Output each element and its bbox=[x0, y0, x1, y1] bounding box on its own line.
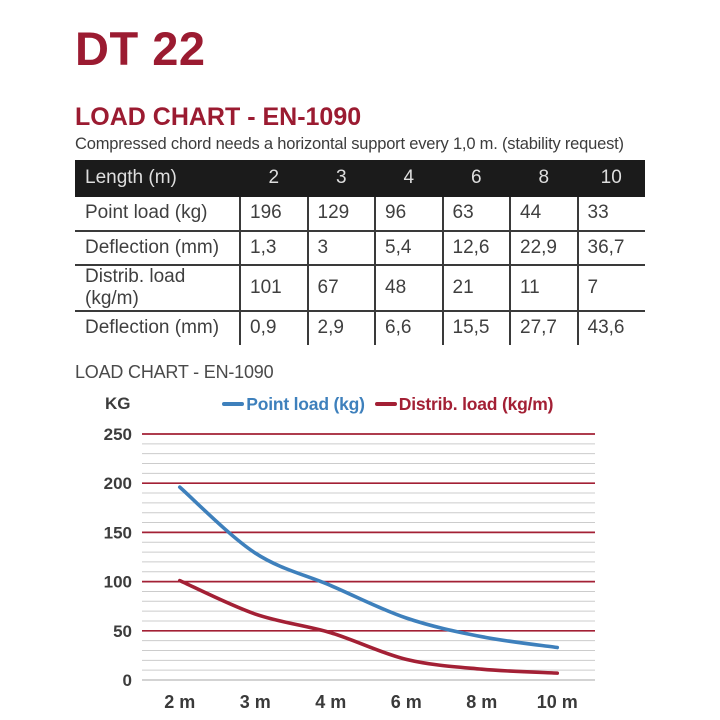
legend-item-distrib-load: Distrib. load (kg/m) bbox=[374, 393, 554, 415]
x-tick-label: 10 m bbox=[537, 692, 578, 712]
y-tick-label: 0 bbox=[123, 671, 132, 690]
table-row: Deflection (mm) 0,9 2,9 6,6 15,5 27,7 43… bbox=[75, 309, 645, 345]
table-cell: 101 bbox=[239, 263, 308, 311]
y-tick-label: 150 bbox=[104, 523, 132, 542]
load-chart-heading: LOAD CHART - EN-1090 bbox=[75, 103, 362, 132]
y-axis-unit-label: KG bbox=[105, 394, 131, 414]
table-cell: 21 bbox=[441, 263, 510, 311]
row-label: Distrib. load (kg/m) bbox=[75, 263, 240, 311]
table-cell: 12,6 bbox=[441, 229, 510, 265]
point-load-line bbox=[177, 484, 560, 649]
point-load-line-swatch-icon bbox=[222, 402, 245, 407]
product-title: DT 22 bbox=[75, 22, 206, 75]
load-table: Length (m) 2 3 4 6 8 10 Point load (kg) … bbox=[75, 159, 645, 345]
load-chart-figure: 0 50 100 150 200 250 2 m 3 m 4 m 6 m 8 m 10 m bbox=[70, 417, 720, 717]
table-cell: 27,7 bbox=[509, 309, 578, 345]
table-cell: 96 bbox=[374, 196, 443, 231]
length-col-header: 10 bbox=[600, 167, 622, 189]
table-cell: 67 bbox=[306, 263, 375, 311]
chart-legend: Point load (kg) Distrib. load (kg/m) bbox=[131, 394, 646, 415]
table-cell: 33 bbox=[576, 196, 645, 231]
table-row: Distrib. load (kg/m) 101 67 48 21 11 7 bbox=[75, 263, 645, 311]
y-tick-label: 100 bbox=[104, 572, 132, 591]
y-tick-label: 250 bbox=[104, 425, 132, 444]
table-row: Point load (kg) 196 129 96 63 44 33 bbox=[75, 196, 645, 231]
legend-label: Distrib. load (kg/m) bbox=[398, 393, 554, 414]
table-cell: 7 bbox=[576, 263, 645, 311]
table-cell: 196 bbox=[239, 196, 308, 231]
length-col-header: 3 bbox=[335, 167, 347, 189]
row-label: Deflection (mm) bbox=[75, 229, 240, 265]
table-cell: 22,9 bbox=[509, 229, 578, 265]
legend-item-point-load: Point load (kg) bbox=[222, 394, 365, 415]
table-cell: 44 bbox=[509, 196, 578, 231]
table-cell: 1,3 bbox=[239, 229, 308, 265]
chart-header-row: KG Point load (kg) Distrib. load (kg/m) bbox=[70, 394, 645, 415]
table-header-row: Length (m) 2 3 4 6 8 10 bbox=[75, 159, 645, 197]
stability-note: Compressed chord needs a horizontal supp… bbox=[75, 134, 624, 153]
table-header-label: Length (m) bbox=[85, 167, 177, 189]
table-cell: 129 bbox=[306, 196, 375, 231]
table-cell: 48 bbox=[374, 263, 443, 311]
x-tick-label: 4 m bbox=[315, 692, 346, 712]
distrib-load-line bbox=[177, 578, 560, 675]
table-cell: 43,6 bbox=[576, 309, 645, 345]
x-tick-label: 3 m bbox=[240, 692, 271, 712]
y-tick-label: 200 bbox=[104, 474, 132, 493]
x-tick-label: 6 m bbox=[391, 692, 422, 712]
y-tick-label: 50 bbox=[113, 621, 132, 640]
row-label: Point load (kg) bbox=[85, 202, 208, 224]
chart-caption: LOAD CHART - EN-1090 bbox=[75, 361, 274, 382]
x-tick-label: 8 m bbox=[466, 692, 497, 712]
table-cell: 36,7 bbox=[576, 229, 645, 265]
length-col-header: 4 bbox=[403, 167, 415, 189]
legend-label: Point load (kg) bbox=[246, 393, 365, 414]
table-cell: 63 bbox=[441, 196, 510, 231]
table-cell: 2,9 bbox=[306, 309, 375, 345]
x-tick-label: 2 m bbox=[164, 692, 195, 712]
load-chart-svg: 0 50 100 150 200 250 2 m 3 m 4 m 6 m 8 m 10 m bbox=[104, 425, 595, 712]
table-cell: 6,6 bbox=[374, 309, 443, 345]
table-cell: 0,9 bbox=[239, 309, 308, 345]
length-col-header: 2 bbox=[268, 167, 280, 189]
table-cell: 5,4 bbox=[374, 229, 443, 265]
distrib-load-line-swatch-icon bbox=[374, 402, 397, 407]
row-label: Deflection (mm) bbox=[75, 309, 240, 345]
table-cell: 15,5 bbox=[441, 309, 510, 345]
table-row: Deflection (mm) 1,3 3 5,4 12,6 22,9 36,7 bbox=[75, 229, 645, 265]
table-cell: 3 bbox=[306, 229, 375, 265]
table-cell: 11 bbox=[509, 263, 578, 311]
length-col-header: 8 bbox=[538, 167, 550, 189]
length-col-header: 6 bbox=[470, 167, 482, 189]
